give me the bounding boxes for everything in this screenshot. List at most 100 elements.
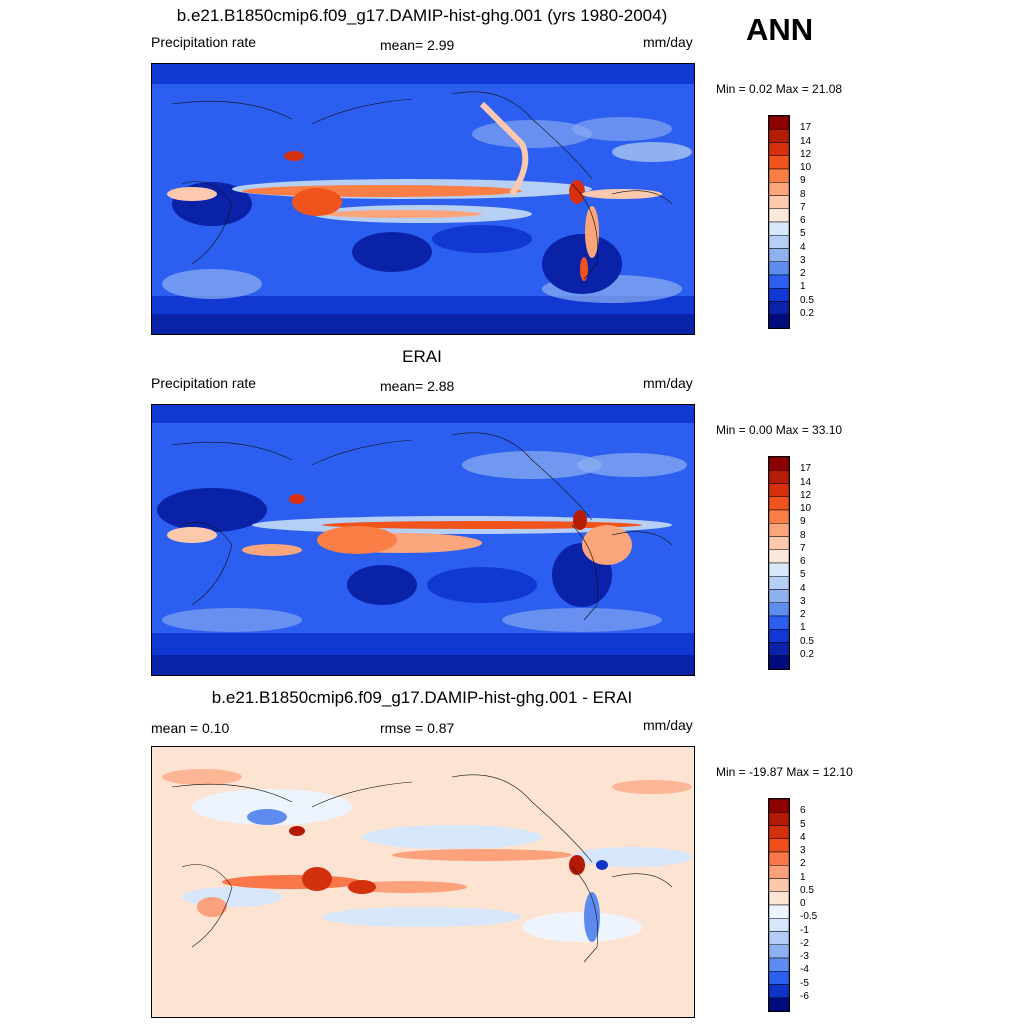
panel-3-title: b.e21.B1850cmip6.f09_g17.DAMIP-hist-ghg.…: [211, 688, 633, 707]
panel-3-colorbar-plot: [769, 799, 789, 1011]
colorbar-box: [769, 851, 789, 866]
colorbar-box: [769, 274, 789, 289]
panel-1-colorbar-plot: [769, 116, 789, 328]
panel-3-minmax-label: Min = -19.87 Max = 12.10: [716, 765, 853, 779]
colorbar-tick-label: 14: [800, 476, 812, 488]
colorbar-box: [769, 221, 789, 236]
colorbar-tick-label: 4: [800, 831, 806, 843]
panel-2-map: [151, 404, 695, 676]
colorbar-box: [769, 168, 789, 183]
colorbar-box: [769, 129, 789, 143]
colorbar-box: [769, 301, 789, 315]
panel-3-mean-label: mean = 0.10: [151, 720, 230, 736]
colorbar-box: [769, 891, 789, 906]
panel-1-units-label: mm/day: [643, 34, 693, 50]
colorbar-tick-label: 3: [800, 254, 806, 266]
colorbar-tick-label: 0.5: [800, 294, 814, 306]
colorbar-tick-label: -6: [800, 990, 809, 1002]
colorbar-box: [769, 878, 789, 892]
colorbar-box: [769, 931, 789, 945]
colorbar-tick-label: 8: [800, 529, 806, 541]
colorbar-box: [769, 523, 789, 537]
colorbar-box: [769, 944, 789, 959]
panel-2-variable-label: Precipitation rate: [151, 375, 257, 391]
colorbar-box: [769, 971, 789, 985]
season-label: ANN: [746, 12, 814, 47]
colorbar-tick-label: 7: [800, 201, 806, 213]
colorbar-tick-label: 4: [800, 582, 806, 594]
colorbar-tick-label: 0.5: [800, 635, 814, 647]
colorbar-box: [769, 562, 789, 577]
panel-3-rmse-label: rmse = 0.87: [380, 720, 455, 736]
colorbar-tick-label: 9: [800, 516, 806, 528]
panel-1-map-plot: [152, 64, 694, 334]
colorbar-box: [769, 589, 789, 603]
colorbar-box: [769, 483, 789, 497]
colorbar-box: [769, 288, 789, 302]
panel-1-variable-label: Precipitation rate: [151, 34, 257, 50]
colorbar-tick-label: -3: [800, 951, 809, 962]
colorbar-box: [769, 496, 789, 511]
colorbar-tick-label: -4: [800, 964, 809, 976]
panel-1-title: b.e21.B1850cmip6.f09_g17.DAMIP-hist-ghg.…: [176, 6, 668, 25]
colorbar-box: [769, 602, 789, 617]
colorbar-tick-label: 0: [800, 898, 806, 909]
colorbar-box: [769, 642, 789, 656]
colorbar-box: [769, 918, 789, 932]
colorbar-box: [769, 576, 789, 590]
colorbar-box: [769, 235, 789, 249]
colorbar-box: [769, 549, 789, 564]
colorbar-box: [769, 615, 789, 630]
panel-1-map: [151, 63, 695, 335]
colorbar-tick-label: 17: [800, 122, 812, 134]
colorbar-box: [769, 865, 789, 879]
colorbar-box: [769, 536, 789, 550]
colorbar-tick-label: 1: [800, 871, 806, 883]
colorbar-tick-label: 2: [800, 858, 806, 870]
colorbar-box: [769, 997, 789, 1011]
colorbar-tick-label: 1: [800, 622, 806, 634]
panel-2-title: ERAI: [402, 347, 442, 366]
colorbar-box: [769, 261, 789, 276]
panel-1-colorbar: [768, 115, 790, 329]
colorbar-tick-label: 12: [800, 489, 812, 501]
colorbar-box: [769, 248, 789, 262]
colorbar-tick-label: 10: [800, 162, 812, 173]
colorbar-tick-label: 1: [800, 281, 806, 293]
colorbar-tick-label: 8: [800, 188, 806, 200]
colorbar-tick-label: 2: [800, 268, 806, 279]
colorbar-tick-label: 9: [800, 175, 806, 187]
colorbar-tick-label: -1: [800, 924, 809, 936]
colorbar-tick-label: 6: [800, 556, 806, 567]
colorbar-tick-label: 10: [800, 503, 812, 514]
panel-2-map-plot: [152, 405, 694, 675]
panel-3-colorbar: [768, 798, 790, 1012]
colorbar-tick-label: 4: [800, 241, 806, 253]
colorbar-tick-label: -5: [800, 977, 809, 989]
colorbar-tick-label: 0.5: [800, 884, 814, 896]
colorbar-tick-label: 3: [800, 845, 806, 856]
panel-2-mean-label: mean= 2.88: [380, 378, 455, 394]
colorbar-tick-label: -2: [800, 937, 809, 949]
colorbar-tick-label: 17: [800, 463, 812, 475]
panel-2-minmax-label: Min = 0.00 Max = 33.10: [716, 423, 843, 437]
colorbar-box: [769, 655, 789, 669]
colorbar-tick-label: 2: [800, 609, 806, 620]
colorbar-box: [769, 182, 789, 196]
colorbar-tick-label: 12: [800, 148, 812, 160]
panel-3-units-label: mm/day: [643, 717, 693, 733]
panel-1-mean-label: mean= 2.99: [380, 37, 455, 53]
colorbar-tick-label: 5: [800, 818, 806, 830]
colorbar-tick-label: 5: [800, 569, 806, 581]
colorbar-box: [769, 470, 789, 484]
colorbar-box: [769, 825, 789, 839]
colorbar-box: [769, 904, 789, 919]
panel-1-minmax-label: Min = 0.02 Max = 21.08: [716, 82, 843, 96]
colorbar-tick-label: 7: [800, 542, 806, 554]
colorbar-box: [769, 812, 789, 826]
colorbar-box: [769, 629, 789, 643]
colorbar-box: [769, 208, 789, 223]
colorbar-box: [769, 984, 789, 998]
colorbar-tick-label: 0.2: [800, 648, 814, 660]
colorbar-box: [769, 457, 789, 471]
